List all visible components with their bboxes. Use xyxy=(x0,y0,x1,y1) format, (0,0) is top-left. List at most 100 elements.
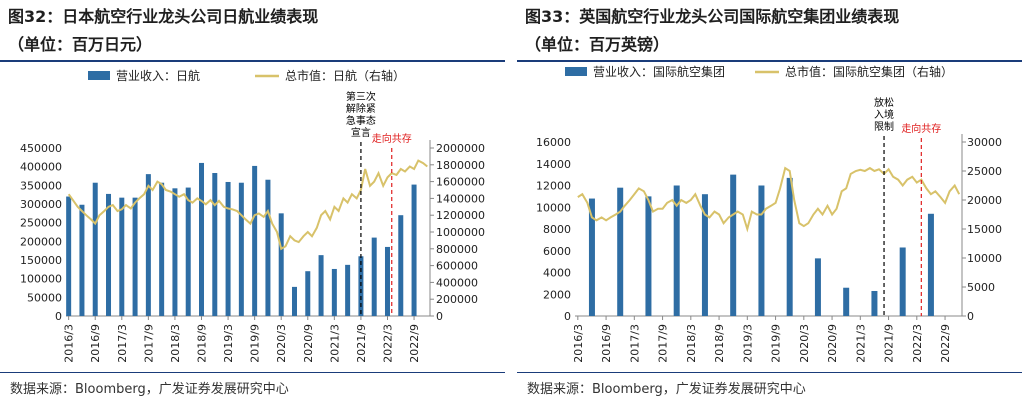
y-tick-label-left: 6000 xyxy=(543,245,571,258)
bar xyxy=(411,184,417,316)
bar xyxy=(758,185,765,316)
bar xyxy=(291,286,297,316)
y-tick-label-right: 15000 xyxy=(967,223,1002,236)
y-tick-label-right: 1000000 xyxy=(436,226,485,239)
x-tick-label: 2020/9 xyxy=(826,324,839,363)
x-tick-label: 2022/9 xyxy=(939,324,952,363)
bar xyxy=(92,182,98,316)
y-tick-label-left: 14000 xyxy=(536,158,571,171)
bar xyxy=(673,185,680,316)
bar xyxy=(185,187,191,316)
panel-jal: 图32：日本航空行业龙头公司日航业绩表现 （单位：百万日元） 营业收入：日航 总市… xyxy=(0,0,505,415)
chart-subtitle: （单位：百万日元） xyxy=(8,35,153,54)
legend-label: 总市值：日航（右轴） xyxy=(285,68,405,83)
market-cap-line xyxy=(577,166,961,233)
source-note: 数据来源：Bloomberg，广发证券发展研究中心 xyxy=(527,382,806,397)
chart-title: 图33：英国航空行业龙头公司国际航空集团业绩表现 xyxy=(525,7,900,26)
y-tick-label-left: 0 xyxy=(564,310,571,323)
source-note: 数据来源：Bloomberg，广发证券发展研究中心 xyxy=(10,382,289,397)
x-tick-label: 2019/3 xyxy=(222,324,235,363)
x-tick-label: 2018/9 xyxy=(196,324,209,363)
x-tick-label: 2020/3 xyxy=(798,324,811,363)
bar xyxy=(899,247,906,316)
x-tick-label: 2020/3 xyxy=(275,324,288,363)
y-tick-label-left: 450000 xyxy=(20,142,62,155)
y-tick-label-left: 250000 xyxy=(20,217,62,230)
annotation-text: 急事态 xyxy=(346,114,376,127)
y-tick-label-left: 0 xyxy=(55,310,62,323)
chart-iag: 营业收入：国际航空集团 总市值：国际航空集团（右轴） 0 2000 4000 6000 80… xyxy=(536,64,1002,363)
x-tick-label: 2018/3 xyxy=(169,324,182,363)
bar xyxy=(617,187,624,316)
y-tick-label-left: 350000 xyxy=(20,179,62,192)
y-tick-label-left: 10000 xyxy=(536,201,571,214)
bar xyxy=(199,162,205,316)
bar xyxy=(701,194,708,316)
annotation-text: 宣言 xyxy=(351,126,371,139)
bar xyxy=(358,256,364,316)
bar xyxy=(238,182,244,316)
panel-iag: 图33：英国航空行业龙头公司国际航空集团业绩表现 （单位：百万英镑） 营业收入：… xyxy=(517,0,1022,415)
bar xyxy=(225,181,231,316)
bar xyxy=(843,287,850,316)
annotation-text: 入境 xyxy=(874,108,894,121)
y-tick-label-right: 5000 xyxy=(967,281,995,294)
bar xyxy=(345,264,351,316)
x-tick-label: 2017/9 xyxy=(657,324,670,363)
bar xyxy=(331,268,337,316)
top-rule xyxy=(0,60,505,62)
annotation-text: 第三次 xyxy=(346,90,376,103)
bar xyxy=(79,204,85,316)
x-tick-label: 2019/9 xyxy=(249,324,262,363)
bar xyxy=(172,188,178,316)
bottom-rule xyxy=(0,372,505,373)
y-tick-label-right: 1400000 xyxy=(436,192,485,205)
annotation-text: 解除紧 xyxy=(346,102,376,115)
y-tick-label-right: 2000000 xyxy=(436,142,485,155)
bar xyxy=(786,177,793,316)
y-tick-label-left: 400000 xyxy=(20,161,62,174)
y-tick-label-right: 30000 xyxy=(967,136,1002,149)
bar xyxy=(305,271,311,316)
y-tick-label-right: 0 xyxy=(967,310,974,323)
y-tick-label-left: 50000 xyxy=(27,291,62,304)
bar xyxy=(106,193,112,316)
bottom-rule xyxy=(517,372,1022,373)
legend-label: 营业收入：日航 xyxy=(116,68,200,83)
x-tick-label: 2018/9 xyxy=(713,324,726,363)
bar xyxy=(119,197,125,316)
y-tick-label-left: 4000 xyxy=(543,267,571,280)
bar xyxy=(371,237,377,316)
bar xyxy=(278,213,284,316)
bar xyxy=(730,174,737,316)
y-tick-label-right: 1200000 xyxy=(436,209,485,222)
annotation-text: 放松 xyxy=(874,96,894,109)
bar xyxy=(265,179,271,316)
legend-label: 总市值：国际航空集团（右轴） xyxy=(785,64,953,79)
x-tick-label: 2016/9 xyxy=(600,324,613,363)
y-tick-label-right: 1800000 xyxy=(436,159,485,172)
x-tick-label: 2022/9 xyxy=(408,324,421,363)
x-tick-label: 2017/3 xyxy=(628,324,641,363)
y-tick-label-left: 16000 xyxy=(536,136,571,149)
y-tick-label-right: 10000 xyxy=(967,252,1002,265)
y-tick-label-right: 0 xyxy=(436,310,443,323)
y-tick-label-right: 800000 xyxy=(436,243,478,256)
y-tick-label-left: 8000 xyxy=(543,223,571,236)
y-tick-label-left: 200000 xyxy=(20,235,62,248)
bar xyxy=(318,255,324,316)
bar xyxy=(384,246,390,316)
x-tick-label: 2020/9 xyxy=(302,324,315,363)
y-tick-label-right: 1600000 xyxy=(436,176,485,189)
x-tick-label: 2017/9 xyxy=(142,324,155,363)
y-tick-label-left: 300000 xyxy=(20,198,62,211)
annotation-text: 限制 xyxy=(874,120,894,133)
bar xyxy=(927,213,934,316)
y-tick-label-right: 200000 xyxy=(436,293,478,306)
annotation-text: 走向共存 xyxy=(901,122,941,135)
legend-bar-swatch xyxy=(565,67,587,76)
x-tick-label: 2019/9 xyxy=(770,324,783,363)
chart-title: 图32：日本航空行业龙头公司日航业绩表现 xyxy=(8,7,319,26)
x-tick-label: 2021/3 xyxy=(854,324,867,363)
x-tick-label: 2016/3 xyxy=(63,324,76,363)
